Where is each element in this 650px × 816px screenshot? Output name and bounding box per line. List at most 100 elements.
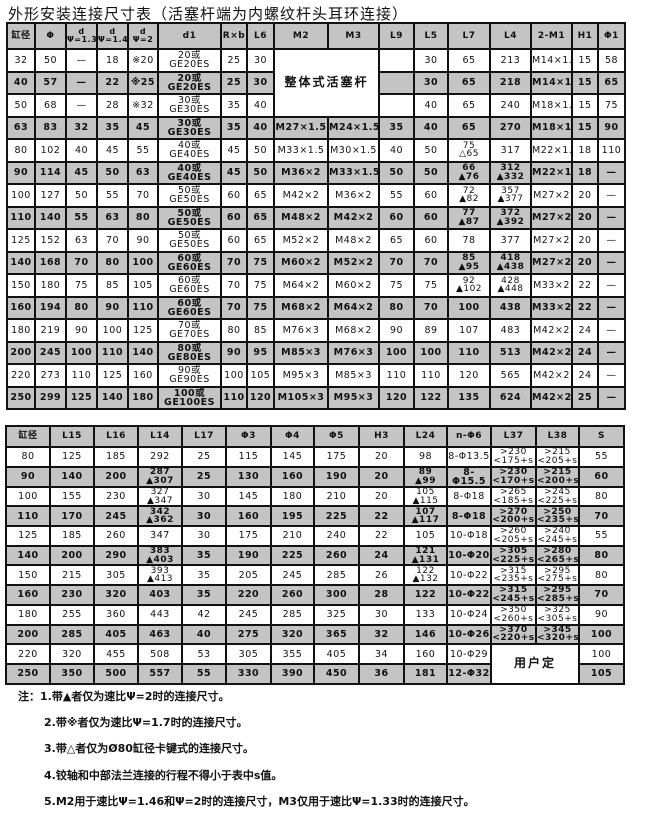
table-cell: 317 — [489, 138, 532, 163]
table-cell: 80 — [578, 564, 625, 587]
table-cell: 105 — [578, 662, 625, 685]
table-cell: 40 — [413, 93, 449, 118]
table-row: 160 194 80 90 110 60或GE60ES 70 75 M68×2 M64×2 80 70… — [6, 295, 626, 320]
table-cell: 30 — [358, 603, 405, 626]
table-cell: 120 — [378, 385, 415, 410]
table-cell: 100 — [378, 340, 415, 365]
table-cell: 63 — [96, 205, 129, 230]
table-cell: >315 <245+s — [490, 584, 537, 606]
table-cell: 292 — [137, 446, 183, 468]
table-cell: 390 — [270, 662, 315, 685]
table-cell: 175 — [225, 525, 272, 547]
table-cell: — — [597, 250, 626, 275]
table-cell: 80 — [6, 138, 36, 163]
table-row: 90 114 45 50 63 40或GE40ES 45 50 M36×2 M33×1.5 50 50… — [6, 160, 626, 185]
table-cell: 50 — [96, 160, 129, 185]
column-header: 缸径 — [5, 425, 51, 448]
table-cell: 190 — [225, 544, 272, 567]
table-cell: — — [597, 340, 626, 365]
table-cell: 75 — [246, 273, 275, 298]
table-cell: 500 — [93, 662, 139, 685]
table-cell: 90 — [378, 318, 415, 343]
table-cell: 115 — [225, 446, 272, 468]
table-cell: 68 — [34, 93, 67, 118]
table-cell: 60或GE60ES — [157, 250, 222, 275]
table-cell: 273 — [34, 363, 67, 388]
header-row: 缸径 L15 L16 L14 L17 Φ3 Φ4 Φ5 H3 L24 n-Φ6 L37 L38 S — [5, 425, 625, 448]
table-cell: 270 — [489, 115, 532, 140]
table-cell: >280 <265+s — [535, 544, 580, 567]
table-cell: >260 <205+s — [490, 525, 537, 547]
table-cell: 90 — [5, 465, 51, 488]
column-header: L7 — [447, 22, 491, 50]
table-cell: — — [597, 160, 626, 185]
dimension-table-flange: 缸径 L15 L16 L14 L17 Φ3 Φ4 Φ5 H3 L24 n-Φ6 L37 L38 S 80 12… — [5, 425, 625, 685]
table-cell: 327 ▲347 — [137, 485, 183, 508]
table-cell: 218 — [489, 70, 532, 95]
table-cell: 100或GE100ES — [157, 385, 222, 410]
table-cell: 428 ▲448 — [489, 273, 532, 298]
table-cell: M42×2 — [273, 183, 329, 208]
table-row: 220 320 455 508 53 305 355 405 34 160 10-Φ29 用户定 100 — [5, 643, 625, 685]
table-cell: 40 — [246, 115, 275, 140]
table-cell: 35 — [181, 584, 227, 606]
table-cell: 28 — [96, 93, 129, 118]
table-cell: >295 <275+s — [535, 564, 580, 587]
table-cell: 114 — [34, 160, 67, 185]
table-cell: 63 — [127, 160, 159, 185]
table-cell: 15 — [571, 48, 599, 73]
table-cell: 32 — [358, 623, 405, 646]
table-cell: 24 — [571, 363, 599, 388]
table-cell: 133 — [403, 603, 448, 626]
table-cell: 245 — [225, 603, 272, 626]
merged-cell: 用户定 — [490, 643, 580, 685]
table-cell: 285 — [313, 564, 360, 587]
column-header: Φ1 — [597, 22, 626, 50]
table-cell: 92 ▲102 — [447, 273, 491, 298]
table-cell: 8-Φ18 — [446, 485, 492, 508]
column-header: L6 — [246, 22, 275, 50]
table-cell: 12-Φ32 — [446, 662, 492, 685]
table-cell: 180 — [5, 603, 51, 626]
table-cell: 180 — [127, 385, 159, 410]
table-cell: M33×1.5 — [327, 160, 380, 185]
table-cell: 95 — [246, 340, 275, 365]
table-cell: 60 — [220, 228, 248, 253]
table-cell: 10-Φ29 — [446, 643, 492, 665]
table-cell: 125 — [49, 446, 95, 468]
table-cell: 110 — [96, 340, 129, 365]
table-cell: >240 <245+s — [535, 525, 580, 547]
table-cell: 195 — [270, 505, 315, 528]
table-cell: 377 — [489, 228, 532, 253]
table-cell: ※32 — [127, 93, 159, 118]
table-cell: 145 — [270, 446, 315, 468]
table-cell: M95×3 — [327, 385, 380, 410]
table-cell: 125 — [127, 318, 159, 343]
table-cell: >250 <235+s — [535, 505, 580, 528]
table-cell: 55 — [65, 205, 98, 230]
table-cell: M48×2 — [327, 228, 380, 253]
table-cell: M42×2 — [530, 385, 573, 410]
table-cell: 40或GE40ES — [157, 138, 222, 163]
table-cell: 342 ▲362 — [137, 505, 183, 528]
table-cell: 140 — [6, 250, 36, 275]
table-cell: 40或GE40ES — [157, 160, 222, 185]
table-cell: 30 — [181, 485, 227, 508]
table-cell: 90 — [127, 228, 159, 253]
table-cell: 53 — [181, 643, 227, 665]
table-cell: 100 — [447, 295, 491, 320]
table-cell: 110 — [597, 138, 626, 163]
table-cell: 65 — [447, 70, 491, 95]
table-cell: 83 — [34, 115, 67, 140]
table-cell: 75 — [597, 93, 626, 118]
table-cell: 210 — [313, 485, 360, 508]
table-cell: 100 — [578, 643, 625, 665]
table-cell: 26 — [358, 564, 405, 587]
table-cell: 28 — [358, 584, 405, 606]
table-cell: M18×1.5 — [530, 115, 573, 140]
table-cell: 30或GE30ES — [157, 115, 222, 140]
table-cell — [378, 48, 415, 73]
table-cell: 219 — [34, 318, 67, 343]
table-cell: 20 — [358, 446, 405, 468]
